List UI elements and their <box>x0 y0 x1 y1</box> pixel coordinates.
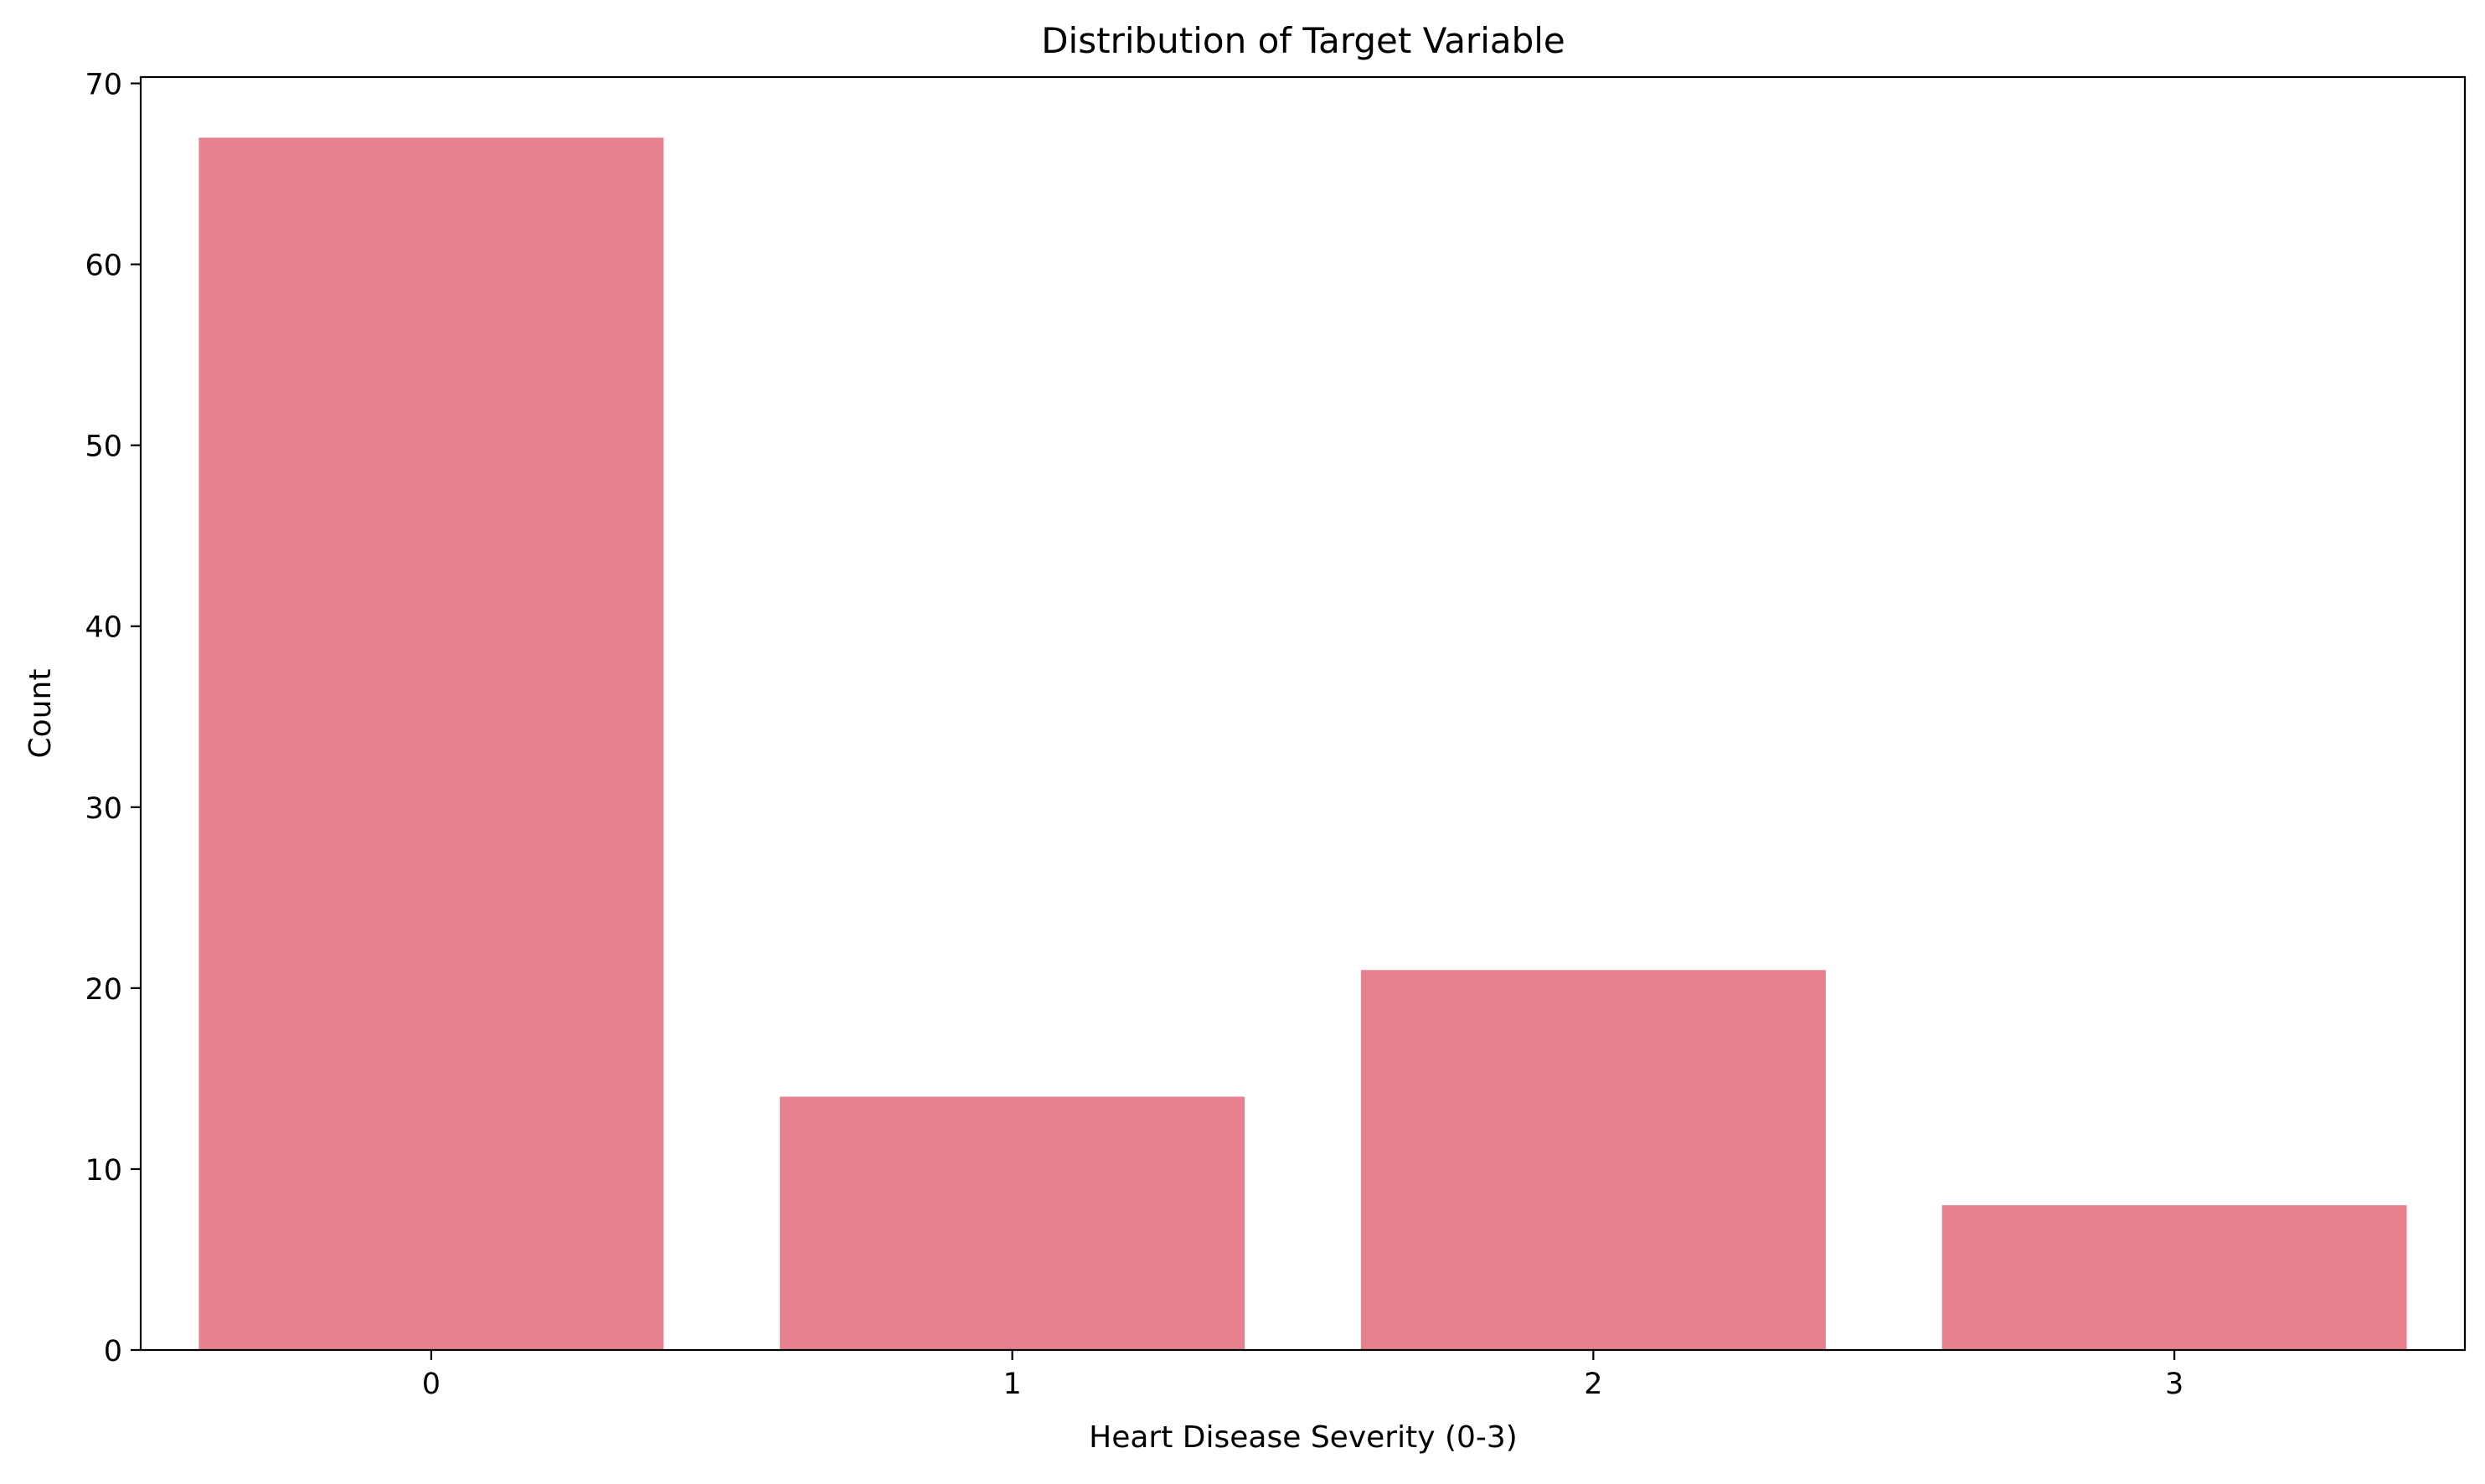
y-tick-label-60: 60 <box>85 250 122 283</box>
x-axis-label: Heart Disease Severity (0-3) <box>1089 1420 1518 1455</box>
y-tick-label-0: 0 <box>104 1335 122 1368</box>
x-tick-label-3: 3 <box>2165 1368 2183 1401</box>
y-tick-label-70: 70 <box>85 69 122 102</box>
bar-3 <box>1941 1205 2407 1350</box>
bar-0 <box>198 137 664 1350</box>
x-tick-label-2: 2 <box>1584 1368 1602 1401</box>
y-axis: 0 10 20 30 40 50 60 70 <box>85 69 141 1368</box>
bar-1 <box>780 1096 1245 1350</box>
axes-frame <box>139 75 2467 1352</box>
x-tick-label-1: 1 <box>1003 1368 1021 1401</box>
y-tick-label-50: 50 <box>85 430 122 464</box>
x-axis: 0 1 2 3 <box>422 1350 2183 1401</box>
y-tick-label-40: 40 <box>85 611 122 645</box>
y-tick-label-10: 10 <box>85 1154 122 1188</box>
bar-2 <box>1360 970 1826 1350</box>
y-axis-label: Count <box>23 669 58 759</box>
y-tick-label-30: 30 <box>85 792 122 826</box>
plot-area <box>198 137 2407 1350</box>
chart-title: Distribution of Target Variable <box>1041 20 1565 61</box>
x-tick-label-0: 0 <box>422 1368 441 1401</box>
y-tick-label-20: 20 <box>85 973 122 1007</box>
